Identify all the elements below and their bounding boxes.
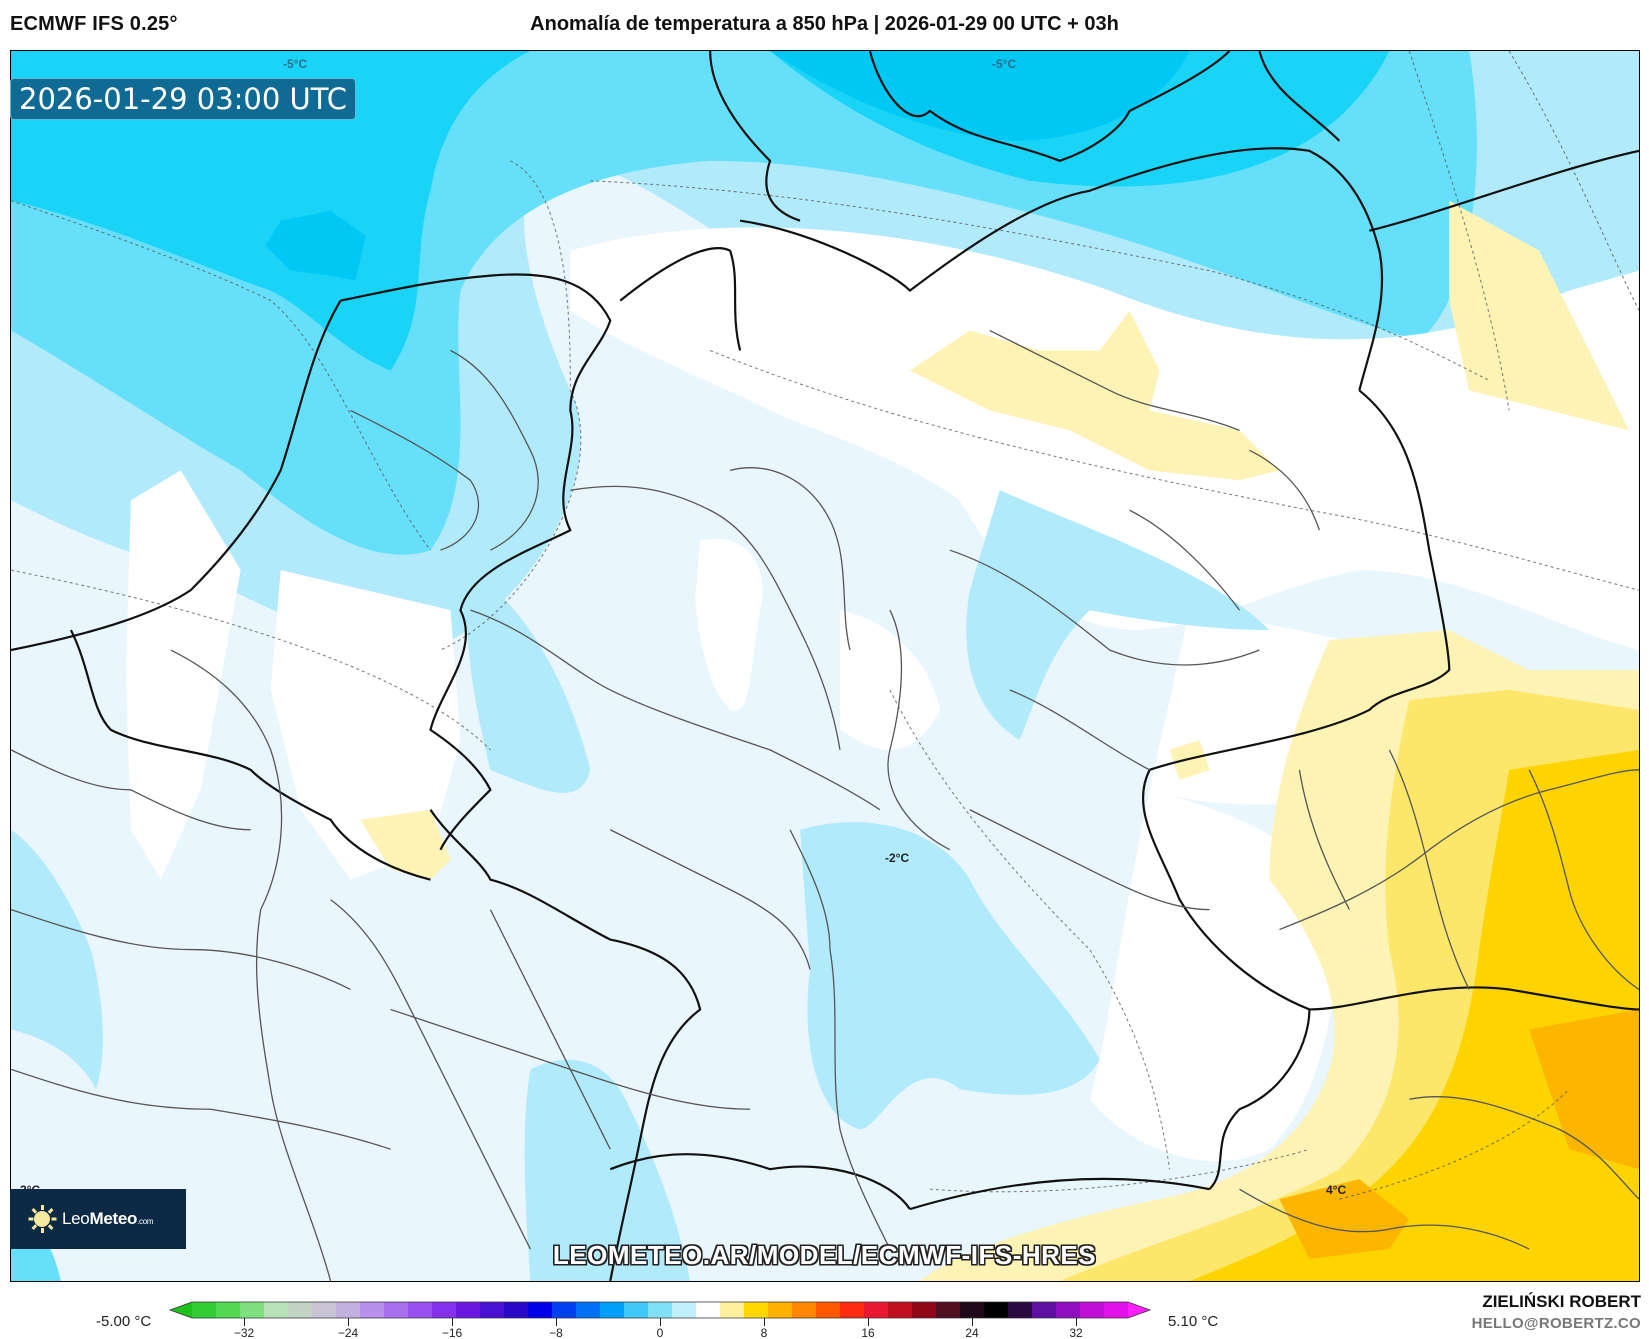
colorbar-tick-label: −32	[233, 1326, 255, 1339]
colorbar-tick-label: −8	[549, 1326, 563, 1339]
sun-icon	[28, 1205, 56, 1233]
author-name: ZIELIŃSKI ROBERT	[1482, 1292, 1641, 1311]
colorbar-tick-label: 16	[861, 1326, 875, 1339]
colorbar-tick	[348, 1318, 349, 1326]
colorbar-tick-label: −24	[337, 1326, 359, 1339]
colorbar	[168, 1301, 1152, 1319]
colorbar-tick-label: 24	[965, 1326, 979, 1339]
colorbar-tick-label: −16	[441, 1326, 463, 1339]
model-label: ECMWF IFS 0.25°	[10, 13, 178, 35]
leometeo-logo: LeoMeteo.com	[10, 1189, 186, 1249]
colorbar-gradient	[168, 1301, 1152, 1319]
colorbar-tick	[660, 1318, 661, 1326]
colorbar-tick	[452, 1318, 453, 1326]
map-canvas	[11, 51, 1639, 1281]
colorbar-tick-label: 32	[1069, 1326, 1083, 1339]
colorbar-tick	[1076, 1318, 1077, 1326]
colorbar-tick	[244, 1318, 245, 1326]
source-watermark: LEOMETEO.AR/MODEL/ECMWF-IFS-HRES	[552, 1240, 1097, 1270]
contour-label: -2°C	[885, 851, 910, 865]
temperature-anomaly-map	[10, 50, 1640, 1282]
contour-label: 4°C	[1326, 1183, 1347, 1197]
colorbar-tick-label: 8	[760, 1326, 768, 1339]
colorbar-min-label: -5.00 °C	[96, 1313, 152, 1330]
colorbar-tick	[764, 1318, 765, 1326]
colorbar-tick	[868, 1318, 869, 1326]
chart-title: Anomalía de temperatura a 850 hPa | 2026…	[530, 13, 1119, 35]
colorbar-tick-label: 0	[656, 1326, 664, 1339]
colorbar-max-label: 5.10 °C	[1168, 1313, 1219, 1330]
contour-label: -5°C	[992, 57, 1017, 71]
valid-time-badge: 2026-01-29 03:00 UTC	[10, 78, 357, 120]
colorbar-tick	[556, 1318, 557, 1326]
logo-wordmark: LeoMeteo.com	[62, 1209, 154, 1228]
colorbar-tick	[972, 1318, 973, 1326]
author-email[interactable]: HELLO@ROBERTZ.CO	[1471, 1315, 1641, 1332]
contour-label: -5°C	[283, 57, 308, 71]
